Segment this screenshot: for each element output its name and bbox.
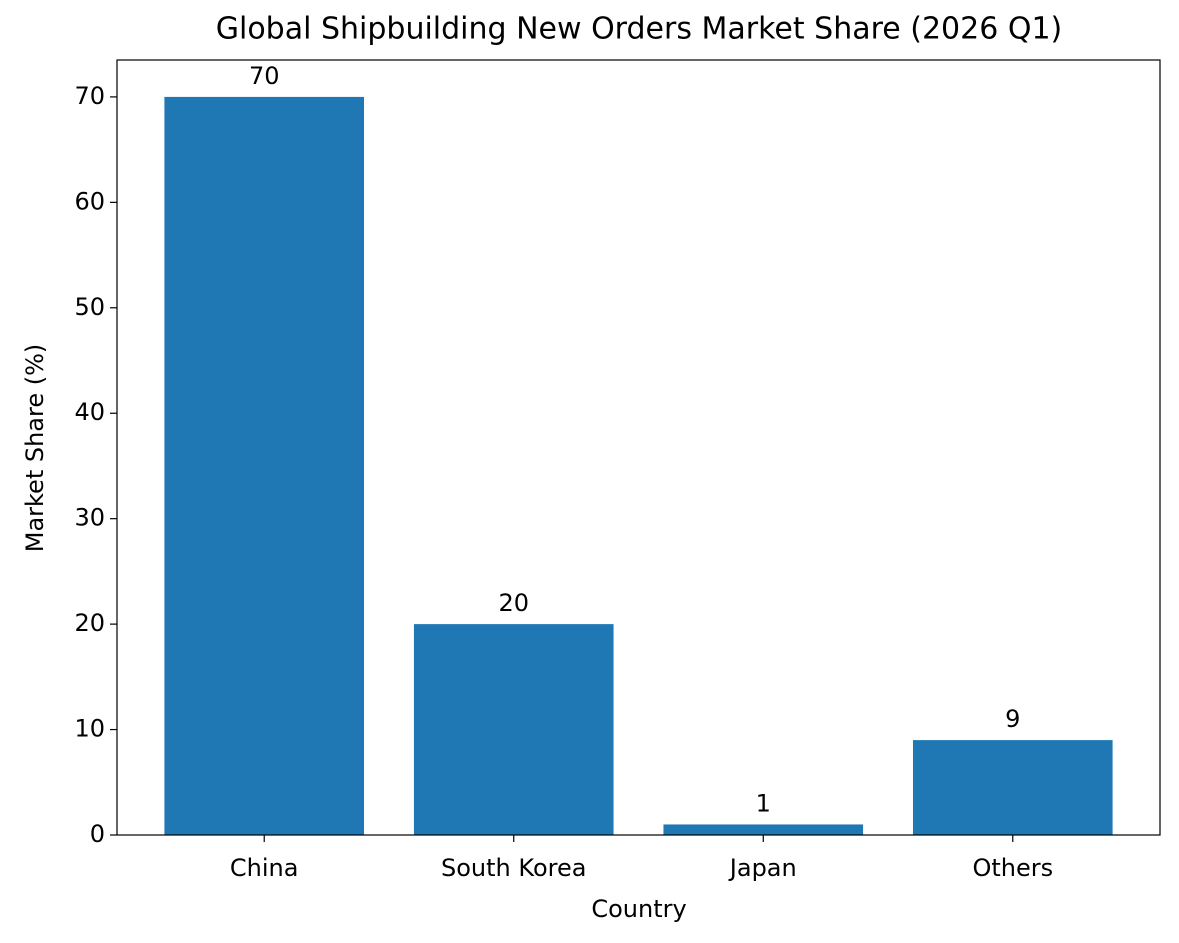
bar xyxy=(663,824,864,835)
x-axis-label: Country xyxy=(591,895,686,923)
chart-title: Global Shipbuilding New Orders Market Sh… xyxy=(216,12,1063,47)
x-tick-label: Japan xyxy=(728,854,797,882)
plot-frame xyxy=(116,59,1161,836)
value-label: 20 xyxy=(498,589,529,617)
y-tick-label: 0 xyxy=(90,820,105,848)
y-axis-label: Market Share (%) xyxy=(21,344,49,553)
value-label: 9 xyxy=(1005,705,1020,733)
y-tick-label: 10 xyxy=(74,715,105,743)
bar xyxy=(164,96,365,835)
x-tick-label: South Korea xyxy=(441,854,586,882)
y-tick-label: 50 xyxy=(74,293,105,321)
bar xyxy=(912,740,1113,835)
x-tick-label: China xyxy=(230,854,299,882)
value-label: 1 xyxy=(756,789,771,817)
y-tick-label: 40 xyxy=(74,398,105,426)
x-tick-label: Others xyxy=(972,854,1053,882)
value-label: 70 xyxy=(249,62,280,90)
y-tick-label: 20 xyxy=(74,609,105,637)
y-tick-label: 30 xyxy=(74,504,105,532)
y-tick-label: 70 xyxy=(74,82,105,110)
bar xyxy=(413,624,614,835)
y-tick-label: 60 xyxy=(74,187,105,215)
